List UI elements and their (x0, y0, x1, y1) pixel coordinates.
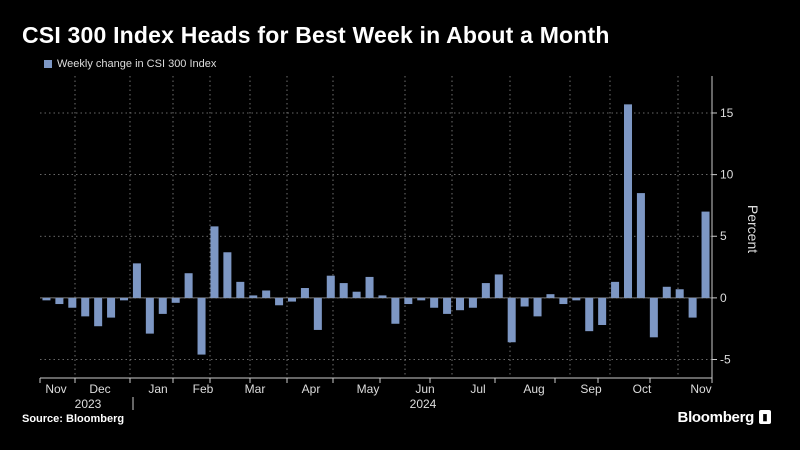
y-axis-title: Percent (745, 205, 761, 253)
bar (636, 193, 645, 298)
x-tick-label: Oct (633, 382, 652, 396)
bar (404, 297, 413, 305)
bar (210, 226, 219, 298)
bar (236, 281, 245, 298)
legend-swatch (44, 60, 52, 68)
bar (623, 104, 633, 298)
bar (507, 297, 516, 343)
bar (171, 297, 180, 303)
x-tick-label: Mar (245, 382, 266, 396)
bar (119, 297, 129, 301)
bar (675, 289, 684, 298)
bar (275, 297, 284, 306)
bar (287, 297, 297, 302)
bar (94, 297, 103, 327)
bar (481, 283, 490, 298)
year-label: 2024 (410, 397, 437, 411)
x-tick-label: Jun (415, 382, 434, 396)
bar (559, 297, 568, 305)
bar (688, 297, 697, 318)
bar (42, 297, 51, 301)
bar (145, 297, 154, 334)
bar (339, 283, 348, 298)
x-tick-label: Aug (523, 382, 544, 396)
bar (430, 297, 439, 308)
bar (611, 281, 620, 298)
bar (326, 275, 335, 298)
brand-logo: Bloomberg (677, 409, 755, 426)
bar (352, 291, 361, 298)
x-tick-label: Sep (580, 382, 602, 396)
bar (701, 211, 710, 298)
y-tick-label: -5 (720, 353, 731, 367)
y-tick-label: 10 (720, 168, 734, 182)
bar (598, 297, 607, 325)
chart-icon: ▮ (759, 410, 771, 424)
bar (455, 297, 465, 311)
bar (391, 297, 400, 324)
bar (184, 273, 193, 298)
bar (533, 297, 542, 317)
bar (55, 297, 64, 305)
bar (313, 297, 322, 330)
bar (662, 286, 671, 298)
bar (249, 295, 258, 298)
bar (158, 297, 167, 314)
bar (468, 297, 477, 308)
bar (68, 297, 77, 308)
bar (300, 288, 309, 298)
bar (546, 294, 555, 298)
x-tick-label: May (357, 382, 380, 396)
bar (262, 290, 271, 298)
source-note: Source: Bloomberg (22, 413, 125, 425)
bar (223, 252, 232, 298)
year-label: 2023 (75, 397, 102, 411)
bar (81, 297, 90, 317)
y-tick-label: 5 (720, 229, 727, 243)
bar (378, 295, 387, 298)
x-tick-label: Jul (470, 382, 485, 396)
x-tick-label: Jan (148, 382, 167, 396)
bar (107, 297, 116, 318)
y-tick-label: 0 (720, 291, 727, 305)
bar (197, 297, 206, 355)
legend: Weekly change in CSI 300 Index (44, 58, 216, 70)
x-tick-label: Apr (302, 382, 321, 396)
bar (132, 263, 141, 298)
bar (572, 297, 581, 301)
bar (520, 297, 529, 307)
legend-label: Weekly change in CSI 300 Index (57, 58, 217, 70)
chart-title: CSI 300 Index Heads for Best Week in Abo… (22, 22, 610, 48)
x-tick-label: Nov (45, 382, 66, 396)
bar (494, 274, 503, 298)
x-tick-label: Feb (193, 382, 214, 396)
bar (585, 297, 594, 332)
bar (417, 297, 426, 301)
bar (649, 297, 658, 338)
bar (365, 276, 374, 298)
x-tick-label: Dec (89, 382, 110, 396)
bar (443, 297, 452, 314)
y-tick-label: 15 (720, 106, 734, 120)
x-tick-label: Nov (690, 382, 711, 396)
